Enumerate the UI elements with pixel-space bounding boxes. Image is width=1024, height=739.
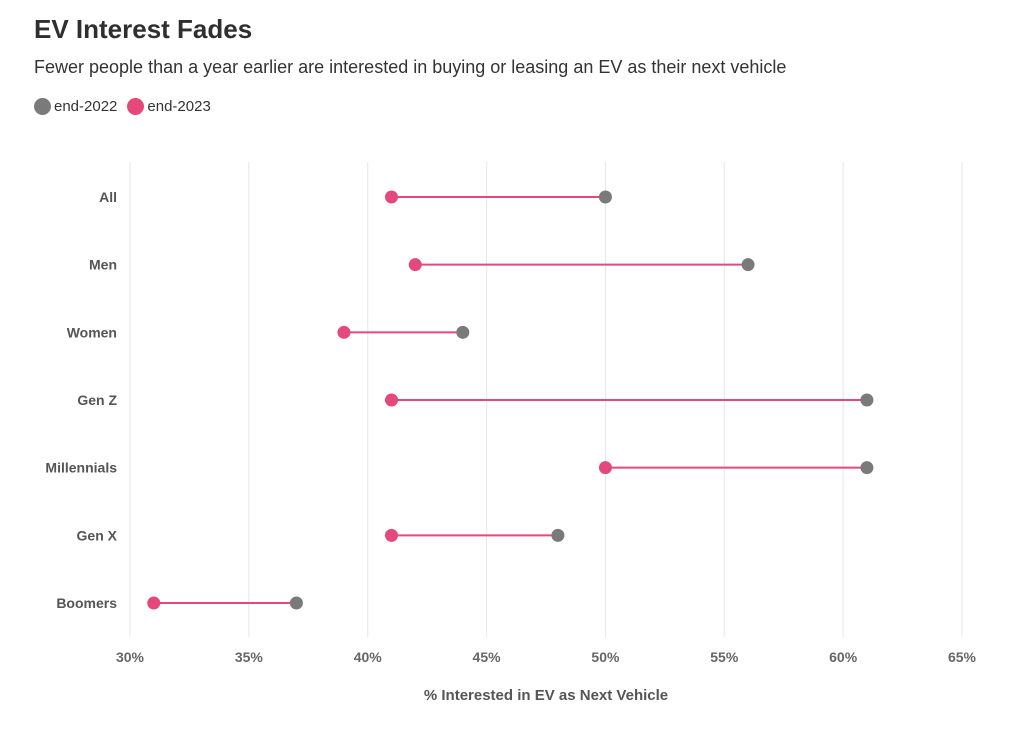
x-tick-label-55: 55%	[710, 649, 739, 665]
category-label-men: Men	[89, 257, 117, 273]
category-label-boomers: Boomers	[56, 595, 117, 611]
legend-item-end-2023: end-2023	[127, 98, 211, 115]
x-tick-label-45: 45%	[473, 649, 502, 665]
point-end-2022-boomers	[289, 596, 303, 610]
x-tick-label-30: 30%	[116, 649, 145, 665]
legend-item-end-2022: end-2022	[34, 98, 117, 115]
point-end-2023-gen-z	[384, 393, 398, 407]
x-tick-label-50: 50%	[591, 649, 620, 665]
x-tick-label-35: 35%	[235, 649, 264, 665]
point-end-2023-millennials	[598, 461, 612, 475]
point-end-2023-gen-x	[384, 528, 398, 542]
point-end-2022-millennials	[860, 461, 874, 475]
legend-label-end-2023: end-2023	[147, 98, 211, 115]
chart-title: EV Interest Fades	[34, 14, 253, 44]
point-end-2022-men	[741, 258, 755, 272]
category-label-women: Women	[67, 324, 117, 340]
point-end-2022-all	[598, 190, 612, 204]
point-end-2022-women	[456, 325, 470, 339]
point-end-2022-gen-z	[860, 393, 874, 407]
legend-swatch-end-2022	[34, 98, 51, 115]
x-tick-label-40: 40%	[354, 649, 383, 665]
category-label-gen-x: Gen X	[77, 527, 118, 543]
point-end-2022-gen-x	[551, 528, 565, 542]
category-label-all: All	[99, 189, 117, 205]
legend: end-2022 end-2023	[34, 98, 221, 115]
point-end-2023-boomers	[147, 596, 161, 610]
point-end-2023-women	[337, 325, 351, 339]
x-tick-label-60: 60%	[829, 649, 858, 665]
x-axis-title: % Interested in EV as Next Vehicle	[424, 687, 668, 704]
x-tick-label-65: 65%	[948, 649, 977, 665]
category-label-gen-z: Gen Z	[77, 392, 117, 408]
category-label-millennials: Millennials	[45, 460, 117, 476]
point-end-2023-men	[408, 258, 422, 272]
legend-swatch-end-2023	[127, 98, 145, 115]
legend-label-end-2022: end-2022	[54, 98, 118, 115]
chart-subtitle: Fewer people than a year earlier are int…	[34, 57, 787, 77]
point-end-2023-all	[384, 190, 398, 204]
